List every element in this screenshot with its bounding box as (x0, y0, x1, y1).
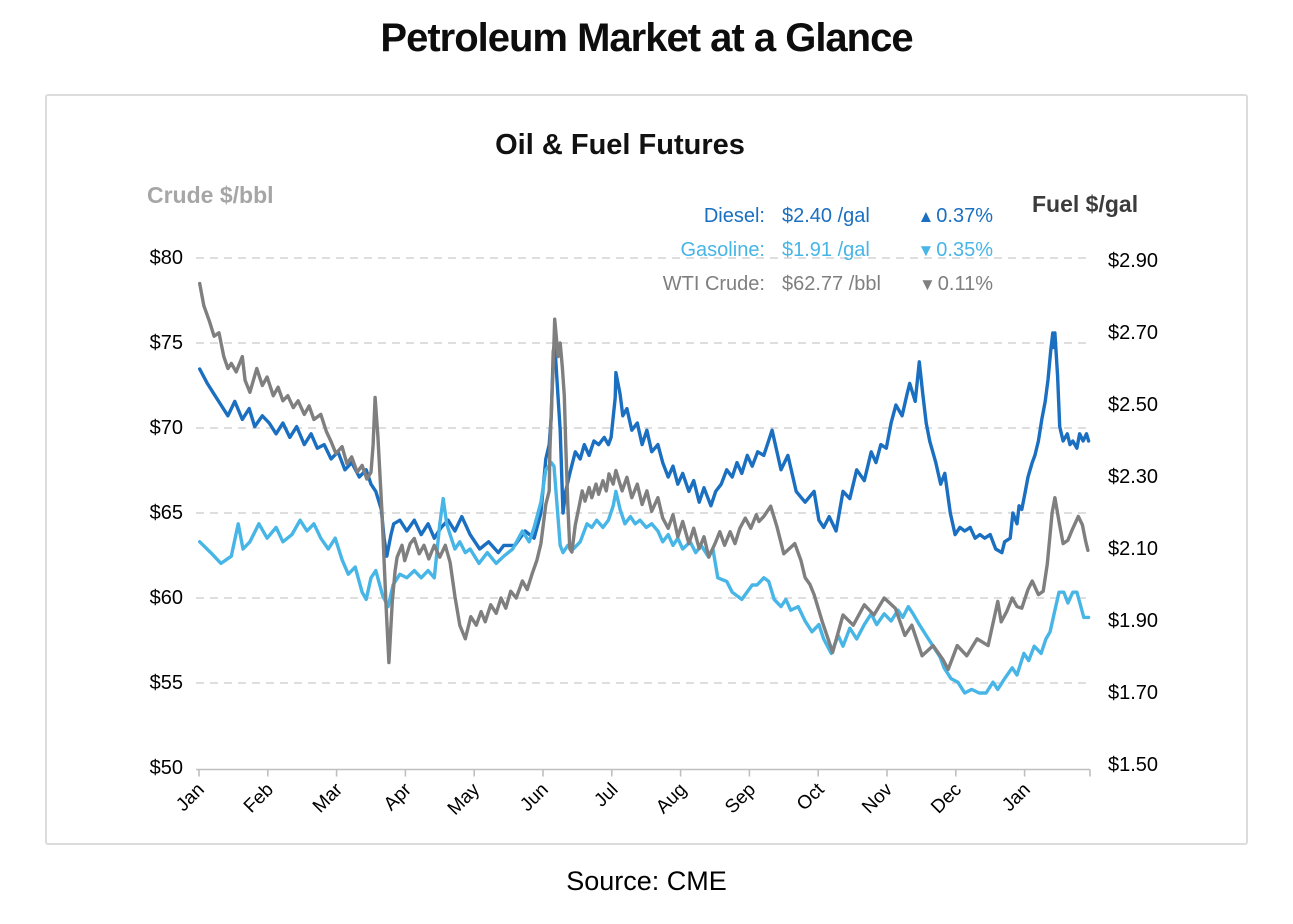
right-axis-tick-label: $1.70 (1108, 682, 1159, 704)
legend-change-pct: 0.11% (937, 273, 993, 295)
chart-legend: Diesel: $2.40 /gal ▲ 0.37% Gasoline: $1.9… (645, 205, 993, 307)
legend-change: ▼ 0.11% (914, 273, 993, 296)
right-axis-tick-label: $1.50 (1108, 754, 1159, 776)
page-title: Petroleum Market at a Glance (380, 16, 913, 60)
legend-row-gasoline: Gasoline: $1.91 /gal ▼ 0.35% (645, 239, 994, 273)
legend-change: ▲ 0.37% (914, 205, 993, 228)
down-triangle-icon: ▼ (918, 275, 936, 294)
right-axis-tick-label: $2.30 (1108, 466, 1159, 488)
legend-value: $2.40 /gal (782, 205, 870, 227)
right-axis-tick-label: $1.90 (1108, 610, 1159, 632)
up-triangle-icon: ▲ (917, 207, 935, 226)
right-axis-tick-label: $2.10 (1108, 538, 1159, 560)
source-note: Source: CME (566, 866, 727, 896)
down-triangle-icon: ▼ (917, 241, 935, 260)
chart-title: Oil & Fuel Futures (495, 129, 745, 161)
legend-label: WTI Crude: (662, 273, 765, 295)
left-axis-tick-label: $70 (149, 417, 183, 439)
legend-change-pct: 0.37% (936, 205, 993, 227)
legend-label: Diesel: (703, 205, 765, 227)
right-axis-tick-label: $2.90 (1108, 250, 1159, 272)
right-axis-title: Fuel $/gal (1032, 191, 1139, 217)
legend-label: Gasoline: (680, 239, 766, 261)
legend-value: $1.91 /gal (782, 239, 870, 261)
left-axis-tick-label: $80 (149, 247, 183, 269)
left-axis-tick-label: $60 (149, 587, 183, 609)
legend-value: $62.77 /bbl (782, 273, 881, 295)
left-axis-tick-label: $65 (149, 502, 183, 524)
left-axis-tick-label: $50 (149, 757, 183, 779)
left-axis-tick-label: $55 (149, 672, 183, 694)
right-axis-tick-label: $2.70 (1108, 322, 1159, 344)
legend-change-pct: 0.35% (936, 239, 993, 261)
left-axis-tick-label: $75 (149, 332, 183, 354)
legend-row-diesel: Diesel: $2.40 /gal ▲ 0.37% (645, 205, 993, 239)
legend-change: ▼ 0.35% (914, 239, 993, 262)
right-axis-tick-label: $2.50 (1108, 394, 1159, 416)
left-axis-title: Crude $/bbl (147, 182, 274, 208)
legend-row-wti-crude: WTI Crude: $62.77 /bbl ▼ 0.11% (645, 273, 993, 307)
